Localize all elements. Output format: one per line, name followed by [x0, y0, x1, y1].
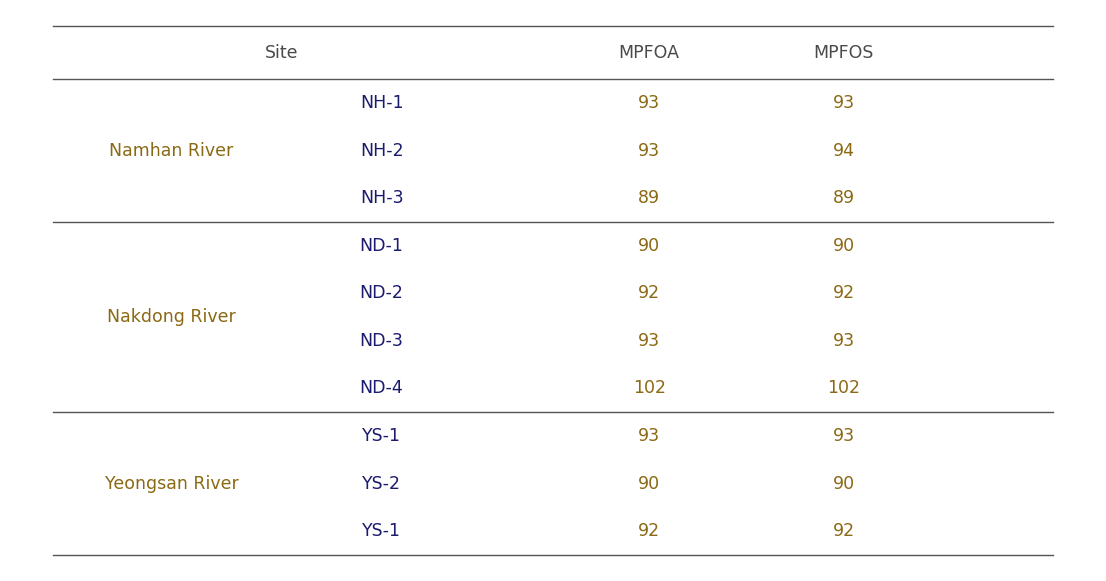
Text: ND-2: ND-2 — [359, 284, 404, 302]
Text: 93: 93 — [638, 94, 660, 112]
Text: ND-4: ND-4 — [359, 379, 404, 397]
Text: 93: 93 — [638, 332, 660, 350]
Text: NH-3: NH-3 — [359, 189, 404, 207]
Text: 92: 92 — [638, 284, 660, 302]
Text: 93: 93 — [833, 427, 855, 445]
Text: 89: 89 — [638, 189, 660, 207]
Text: Site: Site — [265, 44, 299, 62]
Text: MPFOA: MPFOA — [618, 44, 680, 62]
Text: 94: 94 — [833, 142, 855, 160]
Text: MPFOS: MPFOS — [814, 44, 874, 62]
Text: NH-1: NH-1 — [359, 94, 404, 112]
Text: ND-3: ND-3 — [359, 332, 404, 350]
Text: 93: 93 — [833, 94, 855, 112]
Text: YS-2: YS-2 — [362, 475, 401, 493]
Text: 90: 90 — [638, 237, 660, 255]
Text: Namhan River: Namhan River — [109, 142, 233, 160]
Text: 93: 93 — [638, 142, 660, 160]
Text: Yeongsan River: Yeongsan River — [105, 475, 238, 493]
Text: 93: 93 — [833, 332, 855, 350]
Text: 102: 102 — [827, 379, 860, 397]
Text: ND-1: ND-1 — [359, 237, 404, 255]
Text: 90: 90 — [638, 475, 660, 493]
Text: 90: 90 — [833, 237, 855, 255]
Text: NH-2: NH-2 — [359, 142, 404, 160]
Text: 102: 102 — [633, 379, 666, 397]
Text: 90: 90 — [833, 475, 855, 493]
Text: Nakdong River: Nakdong River — [107, 308, 236, 326]
Text: YS-1: YS-1 — [362, 427, 401, 445]
Text: 89: 89 — [833, 189, 855, 207]
Text: 93: 93 — [638, 427, 660, 445]
Text: YS-1: YS-1 — [362, 522, 401, 540]
Text: 92: 92 — [638, 522, 660, 540]
Text: 92: 92 — [833, 284, 855, 302]
Text: 92: 92 — [833, 522, 855, 540]
